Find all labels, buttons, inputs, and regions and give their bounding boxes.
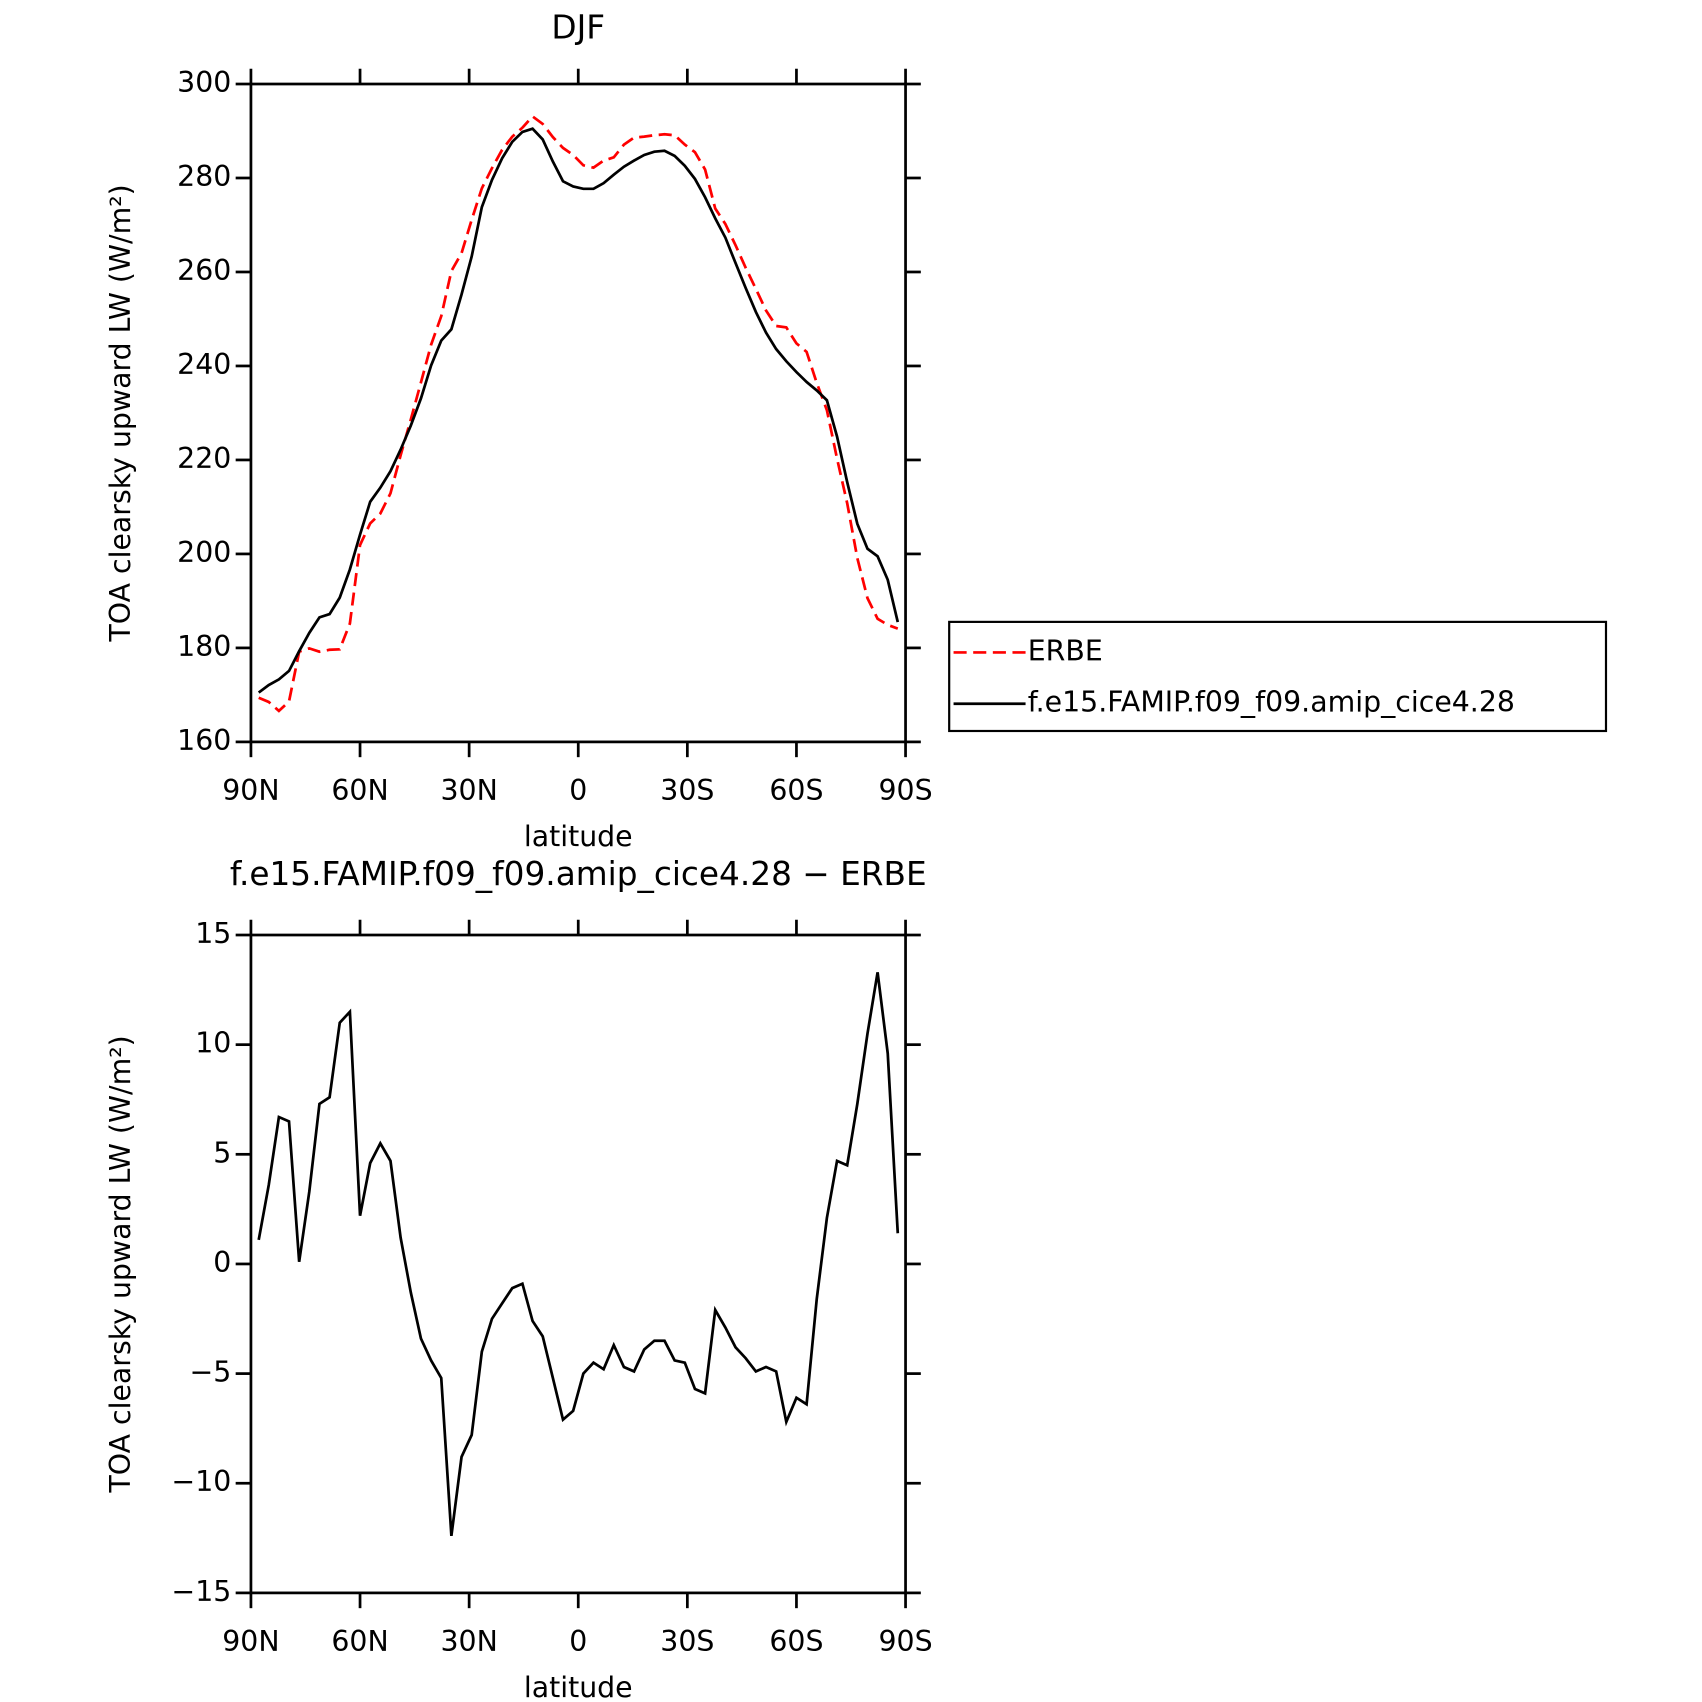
x-tick-label: 30S: [660, 1625, 714, 1658]
x-tick-label: 60S: [769, 1625, 823, 1658]
legend-label: ERBE: [1028, 634, 1103, 667]
y-tick-label: 300: [177, 66, 231, 99]
y-tick-label: −10: [171, 1465, 231, 1498]
y-tick-label: 10: [195, 1027, 231, 1060]
x-tick-label: 30S: [660, 774, 714, 807]
x-axis-label: latitude: [524, 820, 633, 853]
y-tick-label: 200: [177, 536, 231, 569]
x-tick-label: 30N: [440, 1625, 497, 1658]
y-tick-label: −5: [189, 1356, 231, 1389]
x-tick-label: 60S: [769, 774, 823, 807]
chart-title: f.e15.FAMIP.f09_f09.amip_cice4.28 − ERBE: [230, 855, 927, 893]
x-tick-label: 60N: [331, 1625, 388, 1658]
y-axis-label: TOA clearsky upward LW (W/m²): [104, 184, 137, 642]
y-tick-label: 260: [177, 254, 231, 287]
data-line: [257, 972, 900, 1537]
x-tick-label: 30N: [440, 774, 497, 807]
data-line: [258, 114, 899, 713]
y-axis-label: TOA clearsky upward LW (W/m²): [104, 1035, 137, 1493]
y-tick-label: 280: [177, 160, 231, 193]
y-tick-label: 0: [213, 1246, 231, 1279]
y-tick-label: 160: [177, 724, 231, 757]
legend-box: [948, 620, 1608, 733]
x-tick-label: 0: [569, 774, 587, 807]
y-tick-label: 240: [177, 348, 231, 381]
plot-frame: [249, 933, 907, 1595]
legend-label: f.e15.FAMIP.f09_f09.amip_cice4.28: [1028, 686, 1515, 719]
x-tick-label: 90N: [222, 774, 279, 807]
x-tick-label: 0: [569, 1625, 587, 1658]
y-tick-label: 220: [177, 442, 231, 475]
chart-title: DJF: [551, 8, 605, 46]
x-axis-label: latitude: [524, 1671, 633, 1702]
y-tick-label: −15: [171, 1575, 231, 1608]
x-tick-label: 60N: [331, 774, 388, 807]
x-tick-label: 90N: [222, 1625, 279, 1658]
data-line: [257, 127, 900, 694]
y-tick-label: 180: [177, 630, 231, 663]
x-tick-label: 90S: [879, 1625, 933, 1658]
x-tick-label: 90S: [879, 774, 933, 807]
y-tick-label: 15: [195, 917, 231, 950]
plot-frame: [249, 82, 907, 744]
y-tick-label: 5: [213, 1136, 231, 1169]
